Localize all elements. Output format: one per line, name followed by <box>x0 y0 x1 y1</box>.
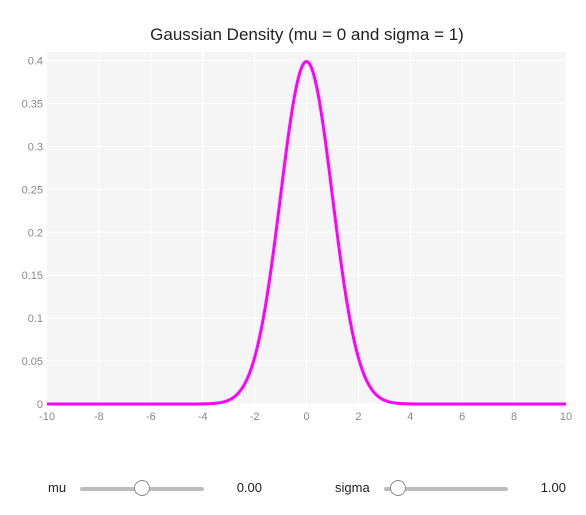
sigma-slider-track[interactable] <box>384 487 508 491</box>
mu-slider-thumb[interactable] <box>134 480 150 496</box>
y-tick-label: 0.05 <box>22 356 43 368</box>
y-tick-label: 0.35 <box>22 99 43 111</box>
x-tick-label: -8 <box>94 411 104 423</box>
chart-title: Gaussian Density (mu = 0 and sigma = 1) <box>150 25 464 44</box>
x-tick-label: -10 <box>39 411 55 423</box>
x-tick-label: 6 <box>459 411 465 423</box>
y-tick-label: 0.4 <box>28 56 43 68</box>
mu-value: 0.00 <box>236 480 262 495</box>
x-tick-label: 0 <box>303 411 309 423</box>
density-line <box>46 59 567 406</box>
x-tick-label: 4 <box>407 411 413 423</box>
chart: Gaussian Density (mu = 0 and sigma = 1) … <box>22 25 573 423</box>
x-tick-label: -6 <box>146 411 156 423</box>
x-tick-label: 8 <box>511 411 517 423</box>
series-layer <box>46 59 567 406</box>
y-tick-label: 0 <box>37 399 43 411</box>
y-tick-label: 0.2 <box>28 227 43 239</box>
x-tick-label: 2 <box>355 411 361 423</box>
sigma-slider-thumb[interactable] <box>389 480 406 496</box>
sigma-value: 1.00 <box>540 480 566 495</box>
y-axis-ticks: 0 0.05 0.1 0.15 0.2 0.25 0.3 0.35 0.4 <box>22 56 43 411</box>
y-tick-label: 0.25 <box>22 184 43 196</box>
slider-controls: mu 0.00 sigma 1.00 <box>0 472 586 506</box>
y-tick-label: 0.15 <box>22 270 43 282</box>
x-tick-label: -2 <box>250 411 260 423</box>
x-axis-ticks: -10 -8 -6 -4 -2 0 2 4 6 8 10 <box>39 411 572 423</box>
x-tick-label: 10 <box>560 411 572 423</box>
y-tick-label: 0.1 <box>28 313 43 325</box>
x-tick-label: -4 <box>198 411 208 423</box>
y-tick-label: 0.3 <box>28 141 43 153</box>
mu-label: mu <box>48 480 67 495</box>
sigma-label: sigma <box>335 480 370 495</box>
